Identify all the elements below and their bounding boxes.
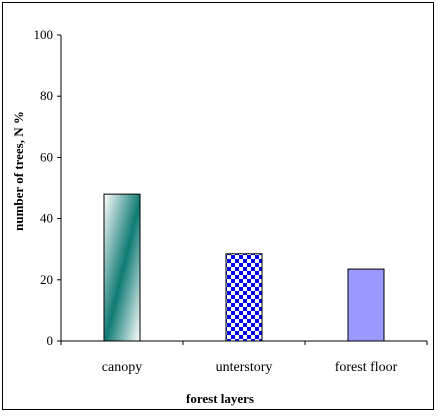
x-category-label: forest floor bbox=[335, 360, 398, 375]
x-category-label: canopy bbox=[102, 360, 142, 375]
y-tick-label: 80 bbox=[40, 88, 53, 103]
y-axis-title: number of trees, N % bbox=[11, 111, 26, 231]
y-tick-label: 60 bbox=[40, 149, 53, 164]
bars bbox=[103, 193, 385, 342]
y-tick-label: 20 bbox=[40, 272, 53, 287]
y-tick-label: 0 bbox=[47, 333, 54, 348]
x-axis-title: forest layers bbox=[186, 391, 254, 406]
bar-canopy bbox=[103, 193, 141, 342]
bar-unterstory bbox=[225, 253, 263, 342]
y-tick-label: 100 bbox=[34, 27, 54, 42]
x-category-label: unterstory bbox=[216, 360, 273, 375]
bar-chart: 0 20 40 60 80 100 canopy unterstory forest floor… bbox=[11, 27, 428, 406]
labels: 0 20 40 60 80 100 canopy unterstory forest floor bbox=[34, 27, 398, 375]
bar-forest-floor bbox=[347, 268, 385, 342]
y-tick-label: 40 bbox=[40, 211, 53, 226]
chart-frame: 0 20 40 60 80 100 canopy unterstory forest floor… bbox=[2, 2, 434, 410]
